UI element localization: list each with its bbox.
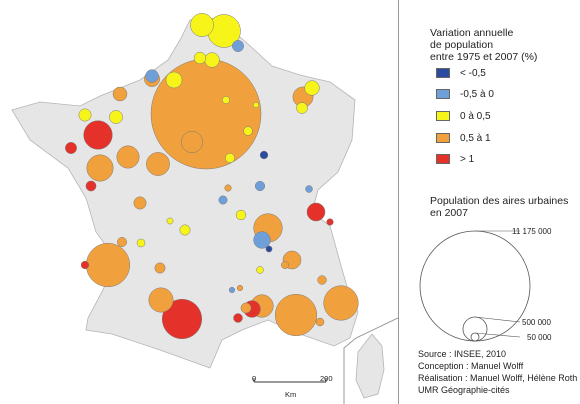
scale-end-label: 200 [320, 374, 333, 383]
legend-swatch [436, 68, 450, 78]
urban-area-symbol [116, 145, 140, 169]
legend-swatch [436, 154, 450, 164]
urban-area-symbol [136, 238, 146, 248]
urban-area-symbol [166, 217, 174, 225]
legend-item: > 1 [436, 153, 474, 165]
urban-area-symbol [265, 245, 273, 253]
conception-line: Conception : Manuel Wolff [418, 361, 524, 371]
urban-area-symbol [218, 195, 228, 205]
urban-area-symbol [146, 152, 170, 176]
urban-area-symbol [109, 110, 123, 124]
size-circle-large [419, 230, 531, 342]
size-label-small: 50 000 [527, 333, 552, 342]
size-legend-circles [419, 230, 531, 342]
urban-area-symbol [117, 237, 127, 247]
scale-unit-label: Km [285, 390, 297, 399]
urban-area-symbol [65, 142, 77, 154]
urban-area-symbol [305, 185, 313, 193]
legend-item: 0,5 à 1 [436, 132, 491, 144]
urban-area-symbol [112, 86, 128, 102]
urban-area-symbol [204, 52, 220, 68]
size-circle-medium [462, 316, 488, 342]
legend-swatch [436, 133, 450, 143]
legend-item: 0 à 0,5 [436, 110, 491, 122]
urban-area-symbol [256, 266, 264, 274]
inset-frame [343, 317, 398, 404]
urban-area-symbol [317, 275, 327, 285]
urban-area-symbol [224, 184, 232, 192]
realisation-line: Réalisation : Manuel Wolff, Hélène Roth [418, 373, 578, 383]
urban-area-symbol [274, 293, 318, 337]
urban-area-symbol [304, 80, 320, 96]
urban-area-symbol [228, 286, 236, 294]
urban-area-symbol [133, 196, 147, 210]
urban-area-symbol [225, 153, 235, 163]
urban-area-symbol [179, 224, 191, 236]
france-mainland [11, 17, 359, 369]
size-label-medium: 500 000 [522, 318, 551, 327]
legend-item: -0,5 à 0 [436, 88, 494, 100]
urban-area-symbol [252, 101, 260, 109]
urban-area-symbol [193, 51, 207, 65]
urban-area-symbol [306, 202, 326, 222]
panel-divider [398, 0, 399, 404]
urban-area-symbol [161, 298, 203, 340]
urban-area-symbol [222, 96, 230, 104]
urban-area-symbol [236, 284, 244, 292]
institution-line: UMR Géographie-cités [418, 385, 510, 395]
map-canvas [11, 13, 398, 404]
scale-bar [253, 378, 327, 383]
urban-area-symbol [326, 218, 334, 226]
urban-area-symbol [181, 131, 203, 153]
urban-area-symbol [296, 102, 308, 114]
urban-area-symbol [233, 313, 243, 323]
urban-area-symbol [85, 242, 131, 288]
urban-area-symbol [86, 154, 114, 182]
urban-area-symbol [190, 13, 214, 37]
corsica-island [355, 333, 385, 399]
legend-item: < -0,5 [436, 67, 486, 79]
legend-swatch [436, 89, 450, 99]
size-circle-small [470, 332, 480, 342]
urban-area-symbol [281, 261, 289, 269]
urban-area-symbol [78, 108, 92, 122]
urban-area-symbol [232, 40, 244, 52]
size-label-large: 11 175 000 [512, 227, 552, 236]
urban-area-symbols [65, 13, 359, 340]
land-layer [11, 17, 385, 399]
credits-block: Source : INSEE, 2010 Conception : Manuel… [418, 348, 578, 396]
urban-area-symbol [243, 126, 253, 136]
urban-area-symbol [165, 71, 183, 89]
scale-start-label: 0 [252, 374, 257, 383]
urban-area-symbol [259, 150, 269, 160]
urban-area-symbol [80, 260, 90, 270]
urban-area-symbol [83, 120, 113, 150]
color-legend-title: Variation annuelle de population entre 1… [430, 27, 538, 63]
urban-area-symbol [254, 180, 266, 192]
urban-area-symbol [148, 287, 174, 313]
urban-area-symbol [253, 231, 271, 249]
legend-swatch [436, 111, 450, 121]
source-line: Source : INSEE, 2010 [418, 349, 507, 359]
urban-area-symbol [323, 285, 359, 321]
urban-area-symbol [315, 317, 325, 327]
urban-area-symbol [154, 262, 166, 274]
urban-area-symbol [85, 180, 97, 192]
urban-area-symbol [235, 209, 247, 221]
urban-area-symbol [240, 302, 252, 314]
urban-area-symbol [145, 69, 159, 83]
size-legend-title: Population des aires urbaines en 2007 [430, 195, 569, 219]
